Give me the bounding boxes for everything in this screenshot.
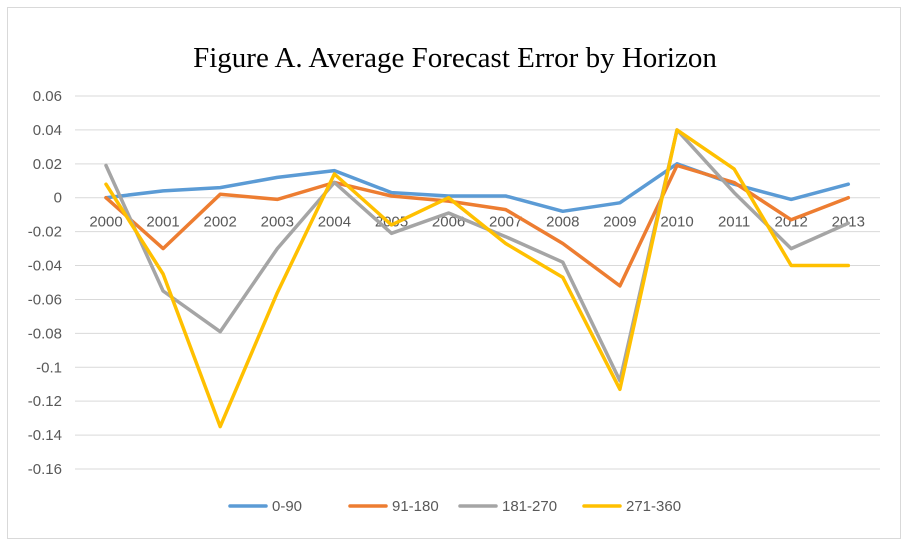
legend-entry-181-270: 181-270 (458, 498, 557, 515)
x-tick-label: 2003 (261, 214, 294, 231)
legend-label: 91-180 (392, 498, 439, 515)
x-tick-label: 2000 (89, 214, 122, 231)
y-tick-label: -0.1 (36, 359, 62, 376)
y-tick-label: 0.06 (33, 88, 62, 105)
y-tick-label: -0.04 (28, 258, 62, 275)
y-tick-label: 0 (54, 190, 62, 207)
x-tick-label: 2001 (146, 214, 179, 231)
y-tick-label: -0.08 (28, 325, 62, 342)
y-tick-label: -0.14 (28, 427, 62, 444)
x-tick-label: 2007 (489, 214, 522, 231)
legend-label: 181-270 (502, 498, 557, 515)
chart-title: Figure A. Average Forecast Error by Hori… (193, 42, 717, 74)
y-tick-label: 0.02 (33, 156, 62, 173)
legend-label: 0-90 (272, 498, 302, 515)
x-tick-label: 2008 (546, 214, 579, 231)
legend-entry-91-180: 91-180 (348, 498, 439, 515)
y-axis: 0.06 0.04 0.02 0 -0.02 -0.04 -0.06 -0.08 -0.1 -0.… (28, 88, 62, 478)
series-line-181-270 (104, 128, 851, 383)
y-tick-label: -0.06 (28, 291, 62, 308)
x-tick-label: 2009 (603, 214, 636, 231)
y-tick-label: -0.02 (28, 224, 62, 241)
y-tick-label: -0.12 (28, 393, 62, 410)
legend: 0-90 91-180 181-270 271-360 (228, 498, 681, 515)
series-lines (104, 128, 851, 429)
y-tick-label: 0.04 (33, 122, 62, 139)
legend-entry-0-90: 0-90 (228, 498, 302, 515)
x-tick-label: 2011 (718, 214, 750, 231)
x-tick-label: 2010 (660, 214, 693, 231)
chart-frame: Figure A. Average Forecast Error by Hori… (7, 7, 901, 539)
legend-label: 271-360 (626, 498, 681, 515)
gridlines (75, 95, 880, 470)
series-line-271-360 (104, 128, 851, 429)
line-chart: 0.06 0.04 0.02 0 -0.02 -0.04 -0.06 -0.08 -0.1 -0.… (28, 88, 880, 515)
y-tick-label: -0.16 (28, 461, 62, 478)
x-tick-label: 2002 (204, 214, 237, 231)
x-tick-label: 2004 (318, 214, 351, 231)
legend-entry-271-360: 271-360 (582, 498, 681, 515)
